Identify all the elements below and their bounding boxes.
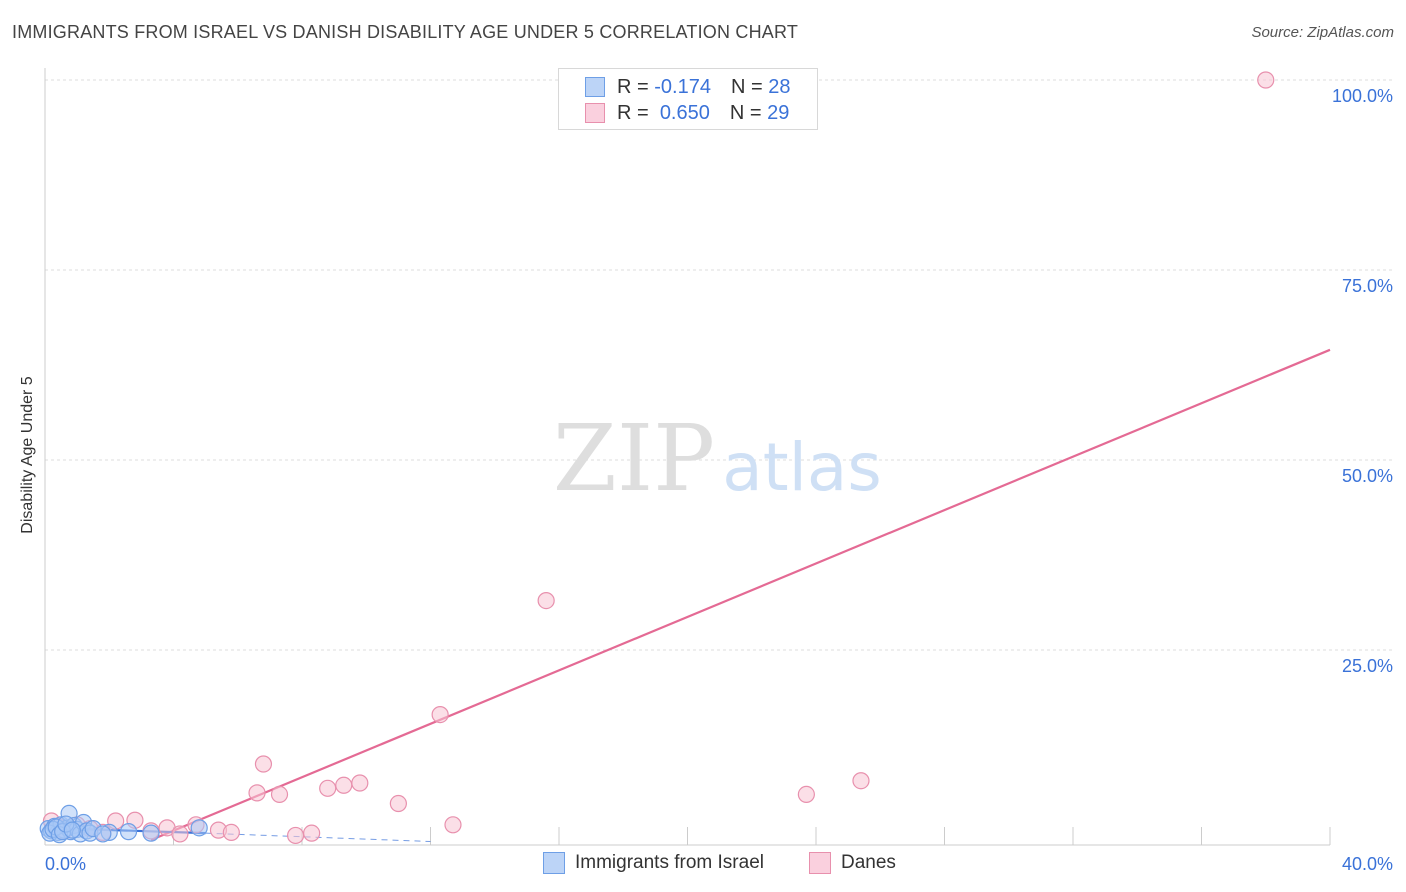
- legend-n-label: N =: [730, 75, 763, 98]
- y-tick-label: 100.0%: [1332, 86, 1393, 106]
- y-tick-label: 25.0%: [1342, 656, 1393, 676]
- source-label: Source: ZipAtlas.com: [1251, 24, 1394, 41]
- watermark-atlas: atlas: [722, 429, 882, 506]
- legend-r-label: R =: [617, 101, 649, 124]
- point-danes: [537, 591, 555, 610]
- point-danes: [351, 774, 369, 792]
- legend-n-value: 28: [768, 75, 791, 98]
- legend-n-value: 29: [767, 101, 790, 124]
- trend-line-danes: [150, 348, 1331, 842]
- correlation-legend: R = -0.174 N = 28 R = 0.650 N = 29: [558, 68, 818, 130]
- watermark-zip: ZIP: [553, 405, 715, 512]
- legend-r-value: -0.174: [654, 75, 711, 98]
- point-israel: [190, 819, 208, 837]
- legend-row-danes: R = 0.650 N = 29: [585, 100, 789, 126]
- point-danes: [852, 772, 870, 790]
- point-danes: [248, 784, 266, 802]
- point-danes: [270, 785, 289, 804]
- point-danes: [303, 824, 321, 842]
- point-danes: [319, 779, 337, 797]
- x-tick-label-max: 40.0%: [1342, 854, 1393, 874]
- point-danes: [171, 825, 189, 843]
- point-danes: [286, 826, 305, 845]
- point-danes: [1257, 71, 1275, 89]
- y-tick-label: 75.0%: [1342, 276, 1393, 296]
- point-danes: [254, 755, 273, 773]
- series-legend-danes[interactable]: Danes: [809, 852, 896, 874]
- series-name-israel: Immigrants from Israel: [575, 852, 764, 873]
- series-swatch-israel: [543, 852, 565, 874]
- point-danes: [335, 776, 353, 794]
- point-israel: [119, 823, 138, 841]
- point-danes: [389, 794, 407, 813]
- chart-title: IMMIGRANTS FROM ISRAEL VS DANISH DISABIL…: [12, 22, 799, 42]
- legend-r-label: R =: [617, 75, 649, 98]
- legend-row-israel: R = -0.174 N = 28: [585, 74, 790, 100]
- legend-n-label: N =: [729, 101, 762, 124]
- point-danes: [431, 705, 449, 724]
- point-israel: [142, 824, 160, 842]
- legend-swatch-danes: [585, 103, 605, 123]
- data-points: [39, 71, 1275, 845]
- point-danes: [222, 823, 240, 842]
- tick-labels: 25.0% 50.0% 75.0% 100.0% 0.0% 40.0%: [45, 86, 1393, 874]
- x-tick-label-min: 0.0%: [45, 854, 86, 874]
- legend-swatch-israel: [585, 77, 605, 97]
- point-israel: [63, 821, 81, 839]
- legend-r-value: 0.650: [659, 101, 710, 124]
- series-legend-israel[interactable]: Immigrants from Israel: [543, 852, 764, 874]
- point-danes: [444, 816, 462, 834]
- y-tick-label: 50.0%: [1342, 466, 1393, 486]
- series-name-danes: Danes: [841, 852, 896, 873]
- gridlines: [45, 79, 1392, 651]
- series-swatch-danes: [809, 852, 831, 874]
- point-danes: [797, 785, 815, 804]
- point-israel: [94, 825, 112, 843]
